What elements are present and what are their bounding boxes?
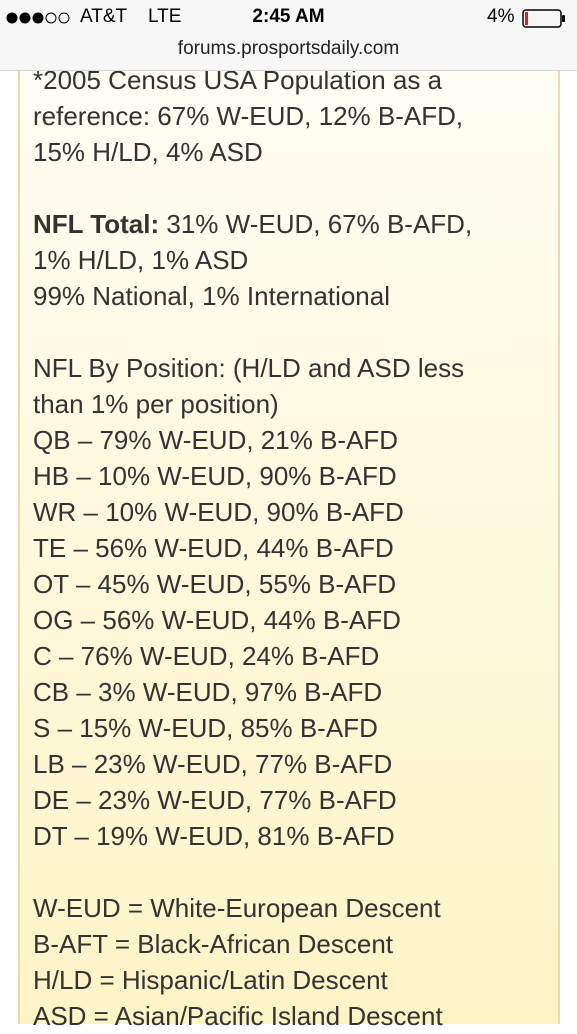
nfl-total-line: NFL Total: 31% W-EUD, 67% B-AFD,: [33, 206, 563, 242]
position-row: CB – 3% W-EUD, 97% B-AFD: [33, 677, 383, 707]
position-row: C – 76% W-EUD, 24% B-AFD: [33, 641, 380, 671]
post-box: [18, 0, 560, 1024]
legend-line: B-AFT = Black-African Descent: [33, 929, 394, 959]
position-row: OG – 56% W-EUD, 44% B-AFD: [33, 605, 401, 635]
post-content: *2005 Census USA Population as a referenc…: [33, 62, 563, 1034]
legend-line: ASD = Asian/Pacific Island Descent: [33, 1001, 443, 1031]
legend-line: H/LD = Hispanic/Latin Descent: [33, 965, 388, 995]
network: LTE: [148, 6, 182, 27]
census-line: reference: 67% W-EUD, 12% B-AFD,: [33, 101, 464, 131]
position-intro: NFL By Position: (H/LD and ASD less: [33, 353, 465, 383]
census-line: 15% H/LD, 4% ASD: [33, 137, 263, 167]
carrier: AT&T: [80, 6, 128, 27]
position-row: DT – 19% W-EUD, 81% B-AFD: [33, 821, 395, 851]
legend-line: W-EUD = White-European Descent: [33, 893, 441, 923]
nfl-total-text: 31% W-EUD, 67% B-AFD,: [159, 209, 473, 239]
position-row: QB – 79% W-EUD, 21% B-AFD: [33, 425, 399, 455]
url[interactable]: forums.prosportsdaily.com: [177, 38, 400, 59]
position-row: S – 15% W-EUD, 85% B-AFD: [33, 713, 378, 743]
battery-level: 4%: [487, 6, 515, 27]
position-row: HB – 10% W-EUD, 90% B-AFD: [33, 461, 397, 491]
browser-bar: AT&T LTE 2:45 AM 4% forums.prosportsdail…: [0, 0, 577, 71]
position-intro: than 1% per position): [33, 389, 279, 419]
nfl-total-label: NFL Total:: [33, 209, 160, 239]
position-row: LB – 23% W-EUD, 77% B-AFD: [33, 749, 393, 779]
position-row: WR – 10% W-EUD, 90% B-AFD: [33, 497, 404, 527]
position-row: TE – 56% W-EUD, 44% B-AFD: [33, 533, 394, 563]
signal: [6, 12, 70, 24]
nfl-total-line: 1% H/LD, 1% ASD: [33, 245, 249, 275]
time: 2:45 AM: [252, 6, 325, 27]
position-row: DE – 23% W-EUD, 77% B-AFD: [33, 785, 397, 815]
nfl-total-line: 99% National, 1% International: [33, 281, 391, 311]
position-row: OT – 45% W-EUD, 55% B-AFD: [33, 569, 397, 599]
battery-icon: [522, 9, 565, 28]
